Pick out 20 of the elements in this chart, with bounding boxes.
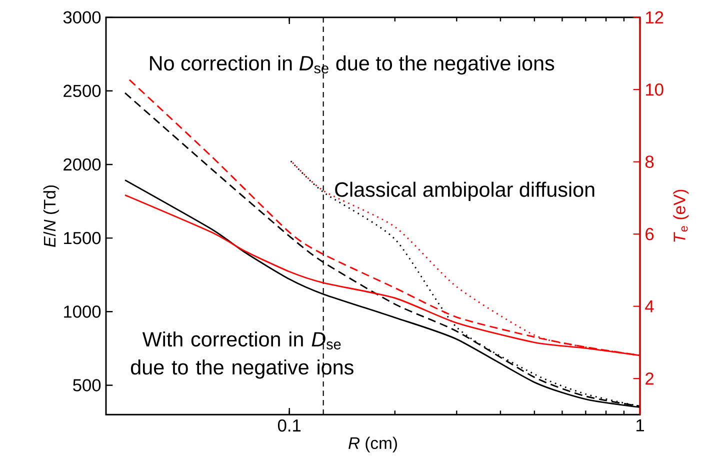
y-tick-label: 1000 xyxy=(64,306,101,318)
y2-axis-title: T$_{e}$ (eV) xyxy=(673,190,689,242)
y-tick-label: 1500 xyxy=(64,232,101,244)
y2-tick-label: 8 xyxy=(645,156,654,168)
y-axis-title: E/N (Td) xyxy=(43,185,59,248)
y2-tick-label: 10 xyxy=(646,83,664,96)
y-tick-label: 2000 xyxy=(64,158,101,171)
y2-tick-label: 4 xyxy=(645,300,654,312)
x-axis-title: R (cm) xyxy=(348,436,397,452)
annotation: With correction in D$_{se}$ due to the negative ions xyxy=(131,331,354,379)
x-tick-label: 1 xyxy=(636,419,644,432)
y-tick-label: 500 xyxy=(73,379,101,392)
y2-tick-label: 2 xyxy=(646,372,654,385)
y2-tick-label: 6 xyxy=(646,228,654,240)
y-tick-label: 2500 xyxy=(64,84,101,98)
y2-tick-label: 12 xyxy=(646,11,664,24)
x-tick-label: 0.1 xyxy=(278,419,301,432)
annotation: Classical ambipolar diffusion xyxy=(335,182,594,201)
y-tick-label: 3000 xyxy=(63,11,101,24)
annotation: No correction in D$_{se}$ due to the negative ions xyxy=(150,55,554,75)
